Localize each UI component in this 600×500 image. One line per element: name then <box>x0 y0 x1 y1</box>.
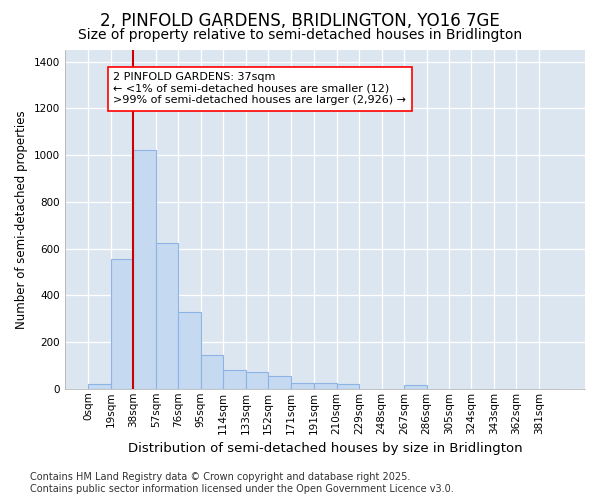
Bar <box>200 355 223 389</box>
Text: Size of property relative to semi-detached houses in Bridlington: Size of property relative to semi-detach… <box>78 28 522 42</box>
Bar <box>404 386 427 389</box>
X-axis label: Distribution of semi-detached houses by size in Bridlington: Distribution of semi-detached houses by … <box>128 442 522 455</box>
Bar <box>88 384 111 389</box>
Text: Contains HM Land Registry data © Crown copyright and database right 2025.
Contai: Contains HM Land Registry data © Crown c… <box>30 472 454 494</box>
Bar <box>337 384 359 389</box>
Y-axis label: Number of semi-detached properties: Number of semi-detached properties <box>15 110 28 328</box>
Text: 2, PINFOLD GARDENS, BRIDLINGTON, YO16 7GE: 2, PINFOLD GARDENS, BRIDLINGTON, YO16 7G… <box>100 12 500 30</box>
Bar <box>314 383 337 389</box>
Bar <box>290 383 314 389</box>
Text: 2 PINFOLD GARDENS: 37sqm
← <1% of semi-detached houses are smaller (12)
>99% of : 2 PINFOLD GARDENS: 37sqm ← <1% of semi-d… <box>113 72 406 106</box>
Bar <box>268 376 290 389</box>
Bar <box>223 370 245 389</box>
Bar <box>245 372 268 389</box>
Bar <box>178 312 200 389</box>
Bar <box>133 150 156 389</box>
Bar <box>111 259 133 389</box>
Bar <box>156 242 178 389</box>
